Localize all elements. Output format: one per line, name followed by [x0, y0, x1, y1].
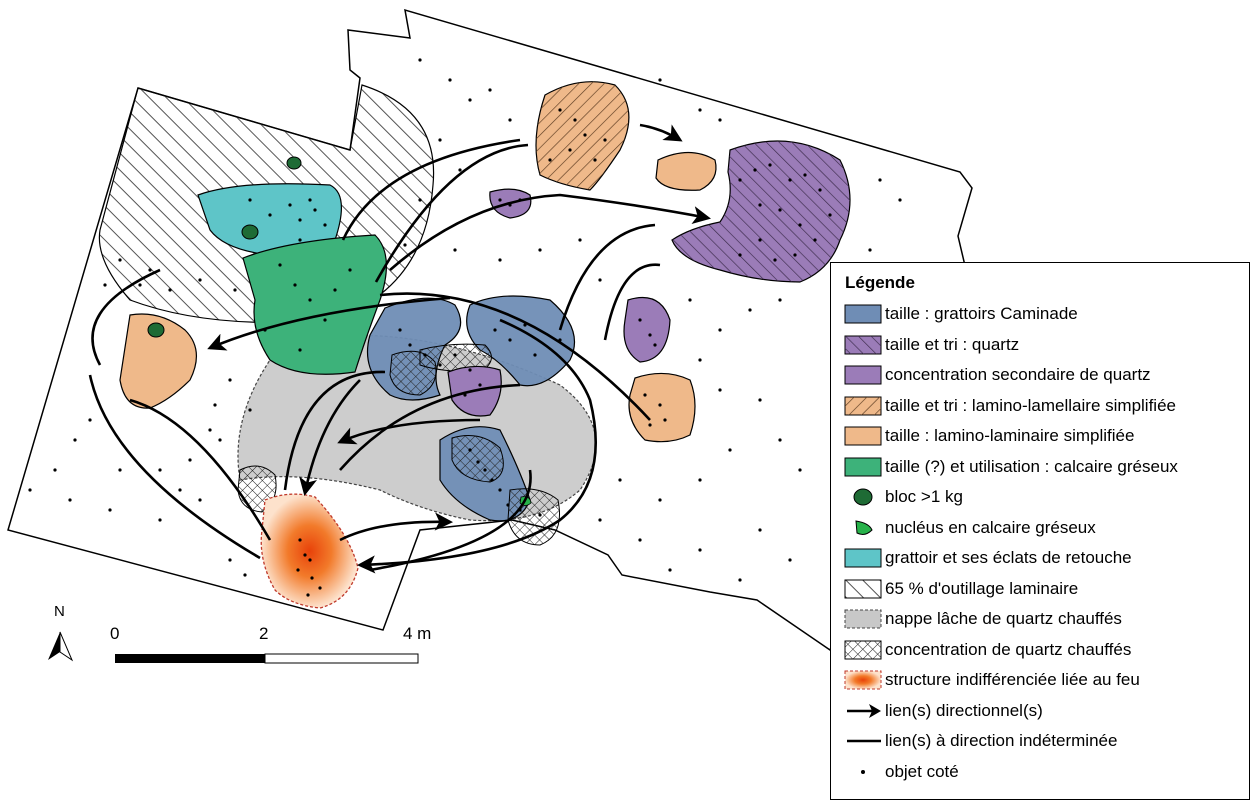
- north-arrow-icon: [48, 631, 74, 662]
- link-7: [603, 263, 661, 341]
- quartz-chauffes-2: [419, 343, 492, 373]
- link-4: [341, 138, 521, 241]
- lamino-zone-2: [119, 313, 197, 409]
- scale-label-2: 2: [259, 624, 269, 643]
- link-11: [129, 398, 272, 541]
- legend-item-bloc: bloc >1 kg: [841, 482, 1249, 513]
- link-14: [356, 318, 597, 574]
- quartz-chauffes-3: [451, 435, 504, 483]
- legend-item-lamino-tri: taille et tri : lamino-lamellaire simpli…: [841, 391, 1249, 422]
- north-label: N: [54, 603, 65, 620]
- link-3: [374, 143, 529, 283]
- lamino-zone-1: [655, 151, 717, 191]
- link-16: [337, 418, 481, 445]
- link-12: [299, 379, 361, 496]
- scale-bar: [115, 653, 419, 664]
- quartz-zone-small-3: [623, 296, 671, 363]
- quartz-chauffes-5: [507, 488, 560, 546]
- link-6: [558, 223, 656, 331]
- legend-item-lien-indetermine: lien(s) à direction indéterminée: [847, 731, 1118, 751]
- legend: Légende taille : grattoirs Caminade tail…: [830, 262, 1250, 800]
- legend-item-grattoirs: taille : grattoirs Caminade: [841, 299, 1249, 330]
- legend-item-outillage: 65 % d'outillage laminaire: [841, 574, 1249, 605]
- link-18: [369, 469, 532, 572]
- legend-item-lien-directionnel: lien(s) directionnel(s): [841, 696, 1249, 727]
- legend-item-nappe: nappe lâche de quartz chauffés: [841, 604, 1249, 635]
- link-9: [91, 268, 161, 366]
- scale-label-0: 0: [110, 624, 120, 643]
- bloc-1: [286, 156, 302, 170]
- link-15: [339, 512, 454, 542]
- legend-item-calcaire: taille (?) et utilisation : calcaire gré…: [841, 452, 1249, 483]
- bloc-3: [147, 322, 165, 338]
- link-8: [207, 296, 451, 351]
- bloc-2: [241, 224, 259, 240]
- legend-item-nucleus: nucléus en calcaire gréseux: [841, 513, 1249, 544]
- legend-item-quartz-chauffes: concentration de quartz chauffés: [841, 635, 1249, 666]
- scale-label-4: 4 m: [403, 624, 432, 643]
- link-10: [88, 374, 261, 560]
- lamino-zone-3: [628, 372, 696, 443]
- link-2: [389, 193, 711, 271]
- link-13: [283, 370, 386, 491]
- link-1: [639, 123, 683, 142]
- legend-item-objet-cote: objet coté: [841, 757, 1249, 788]
- legend-title: Légende: [845, 273, 915, 292]
- legend-item-lamino: taille : lamino-laminaire simplifiée: [841, 421, 1249, 452]
- objets-cotes: [28, 58, 902, 597]
- legend-item-grattoir-eclats: grattoir et ses éclats de retouche: [841, 543, 1249, 574]
- link-17: [339, 383, 521, 471]
- structure-feu: [260, 493, 359, 609]
- link-5: [379, 292, 651, 421]
- legend-item-feu: structure indifférenciée liée au feu: [841, 665, 1249, 696]
- legend-item-quartz-concentration: concentration secondaire de quartz: [841, 360, 1249, 391]
- legend-item-quartz-tri: taille et tri : quartz: [841, 330, 1249, 361]
